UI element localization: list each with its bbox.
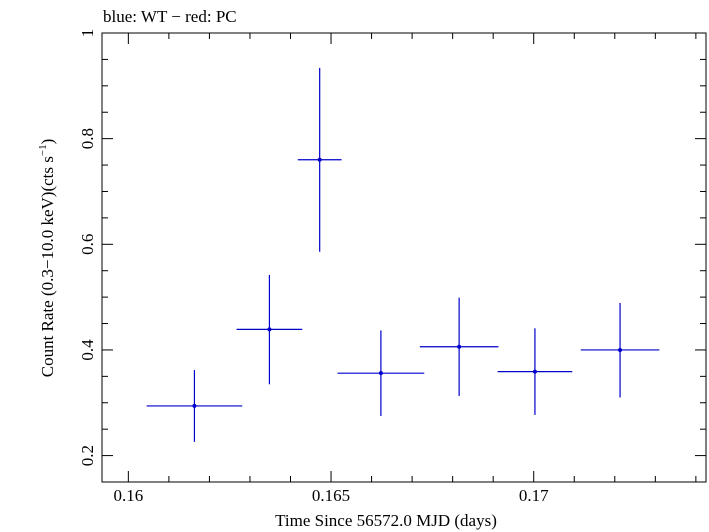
data-point xyxy=(497,328,573,415)
data-point xyxy=(297,67,342,252)
y-tick-label: 0.8 xyxy=(78,128,97,149)
data-point xyxy=(236,274,303,385)
y-axis-label-end: ) xyxy=(38,139,57,145)
data-point xyxy=(419,297,499,396)
point-marker xyxy=(192,403,197,408)
point-marker xyxy=(618,347,623,352)
data-point xyxy=(146,370,243,442)
data-point xyxy=(580,302,660,398)
point-marker xyxy=(317,157,322,162)
x-tick-label: 0.17 xyxy=(519,486,549,505)
data-point xyxy=(337,330,425,416)
chart-title: blue: WT − red: PC xyxy=(103,7,237,26)
point-marker xyxy=(532,369,537,374)
plot-frame xyxy=(101,32,707,483)
y-axis-label: Count Rate (0.3−10.0 keV)(cts s−1) xyxy=(37,139,57,378)
y-tick-label: 0.4 xyxy=(78,339,97,361)
point-marker xyxy=(457,344,462,349)
axis-ticks xyxy=(102,32,706,483)
y-tick-label: 1 xyxy=(78,29,97,38)
y-axis-label-main: Count Rate (0.3−10.0 keV)(cts s xyxy=(38,156,57,377)
x-tick-label: 0.165 xyxy=(312,486,350,505)
x-tick-label: 0.16 xyxy=(113,486,143,505)
point-marker xyxy=(378,371,383,376)
axis-tick-labels: 0.16 0.165 0.17 0.2 0.4 0.6 0.8 1 xyxy=(78,29,549,505)
point-marker xyxy=(267,327,272,332)
data-points xyxy=(146,67,660,442)
x-axis-label: Time Since 56572.0 MJD (days) xyxy=(275,511,497,530)
y-axis-label-exponent: −1 xyxy=(37,144,49,156)
y-tick-label: 0.2 xyxy=(78,445,97,466)
y-tick-label: 0.6 xyxy=(78,234,97,255)
